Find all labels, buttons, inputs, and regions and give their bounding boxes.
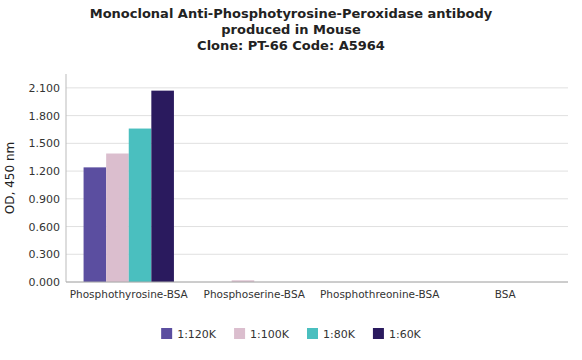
bar: [106, 154, 129, 282]
legend-label: 1:100K: [250, 328, 290, 341]
y-tick-label: 0.900: [29, 193, 61, 206]
y-tick-label: 0.300: [29, 248, 61, 261]
y-tick-label: 0.600: [29, 221, 61, 234]
legend-swatch: [234, 328, 245, 339]
y-tick-label: 1.800: [29, 110, 61, 123]
x-tick-label: Phosphothreonine-BSA: [320, 288, 440, 300]
bar: [129, 129, 152, 282]
x-tick-label: BSA: [495, 288, 517, 300]
grid-line: [66, 115, 568, 116]
bar: [151, 91, 174, 282]
grid-line: [66, 282, 568, 283]
x-tick-label: Phosphothyrosine-BSA: [70, 288, 189, 300]
x-tick-label: Phosphoserine-BSA: [204, 288, 306, 300]
y-tick-label: 0.000: [29, 276, 61, 289]
bars: [84, 91, 255, 282]
grid-line: [66, 87, 568, 88]
title: Monoclonal Anti-Phosphotyrosine-Peroxida…: [90, 6, 493, 21]
legend-label: 1:60K: [389, 328, 422, 341]
bar: [84, 167, 107, 282]
legend: 1:120K 1:100K 1:80K 1:60K: [161, 328, 421, 341]
y-tick-label: 1.500: [29, 137, 61, 150]
y-axis-label: OD, 450 nm: [3, 142, 17, 214]
y-tick-label: 2.100: [29, 82, 61, 95]
title: Clone: PT-66 Code: A5964: [197, 38, 385, 53]
legend-swatch: [161, 328, 172, 339]
x-axis-line: [66, 282, 568, 283]
legend-label: 1:80K: [323, 328, 356, 341]
y-tick-label: 1.200: [29, 165, 61, 178]
y-axis-line: [66, 74, 67, 282]
title: produced in Mouse: [221, 22, 361, 37]
chart: Monoclonal Anti-Phosphotyrosine-Peroxida…: [0, 0, 582, 360]
legend-label: 1:120K: [177, 328, 217, 341]
legend-swatch: [373, 328, 384, 339]
legend-swatch: [307, 328, 318, 339]
